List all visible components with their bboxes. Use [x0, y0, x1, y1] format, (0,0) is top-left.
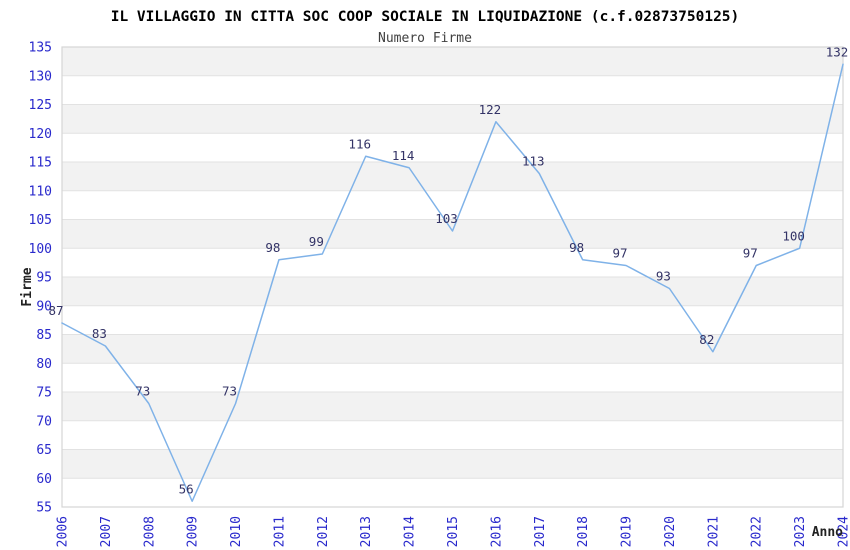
plot-band	[62, 75, 843, 105]
plot-band	[62, 478, 843, 507]
data-label: 103	[435, 211, 458, 226]
x-tick-label: 2020	[663, 516, 678, 547]
data-label: 82	[699, 332, 714, 347]
data-label: 73	[135, 384, 150, 399]
x-tick-label: 2023	[793, 516, 808, 547]
y-tick-label: 110	[29, 184, 52, 199]
y-tick-label: 125	[29, 98, 52, 113]
plot-band	[62, 47, 843, 76]
plot-band	[62, 219, 843, 249]
y-tick-label: 85	[36, 328, 52, 343]
x-tick-label: 2011	[272, 516, 287, 547]
data-label: 113	[522, 154, 545, 169]
plot-border	[61, 46, 844, 508]
plot-band	[62, 133, 843, 162]
plot-band	[62, 449, 843, 479]
y-tick-label: 120	[29, 127, 52, 142]
y-tick-label: 135	[29, 41, 52, 56]
data-label: 83	[92, 326, 107, 341]
plot-band	[62, 190, 843, 220]
y-tick-label: 100	[29, 242, 52, 257]
x-tick-label: 2022	[750, 516, 765, 547]
y-tick-label: 115	[29, 156, 52, 171]
data-label: 93	[656, 269, 671, 284]
data-label: 100	[782, 228, 805, 243]
plot-band	[62, 162, 843, 191]
data-label: 114	[392, 148, 415, 163]
plot-band	[62, 334, 843, 364]
x-tick-label: 2021	[706, 516, 721, 547]
x-tick-label: 2018	[576, 516, 591, 547]
data-label: 97	[743, 246, 758, 261]
x-tick-label: 2009	[186, 516, 201, 547]
plot-band	[62, 363, 843, 392]
chart-subtitle: Numero Firme	[378, 31, 472, 46]
y-tick-label: 70	[36, 414, 52, 429]
y-axis-title: Firme	[20, 267, 35, 306]
x-tick-label: 2013	[359, 516, 374, 547]
data-label: 99	[309, 234, 324, 249]
y-tick-label: 80	[36, 357, 52, 372]
x-tick-label: 2014	[403, 516, 418, 547]
plot-band	[62, 104, 843, 134]
data-label: 122	[479, 102, 502, 117]
plot-band	[62, 420, 843, 450]
chart-title: IL VILLAGGIO IN CITTA SOC COOP SOCIALE I…	[111, 9, 740, 25]
y-tick-label: 130	[29, 69, 52, 84]
x-axis-title: Anno	[812, 525, 843, 540]
data-label: 73	[222, 384, 237, 399]
x-tick-label: 2015	[446, 516, 461, 547]
x-tick-label: 2007	[99, 516, 114, 547]
y-tick-label: 65	[36, 443, 52, 458]
data-label: 97	[613, 246, 628, 261]
y-tick-label: 55	[36, 501, 52, 516]
y-tick-label: 90	[36, 299, 52, 314]
plot-band	[62, 305, 843, 335]
data-label: 87	[48, 303, 63, 318]
data-label: 116	[348, 136, 371, 151]
plot-band	[62, 277, 843, 306]
x-tick-label: 2010	[229, 516, 244, 547]
data-label: 56	[179, 481, 194, 496]
data-label: 132	[826, 44, 849, 59]
x-tick-label: 2008	[142, 516, 157, 547]
y-tick-label: 60	[36, 472, 52, 487]
x-tick-label: 2019	[620, 516, 635, 547]
x-tick-label: 2017	[533, 516, 548, 547]
series-line	[61, 63, 844, 502]
x-tick-label: 2006	[56, 516, 71, 547]
plot-band	[62, 248, 843, 277]
plot-band	[62, 392, 843, 421]
x-tick-label: 2016	[489, 516, 504, 547]
plot-area: 55 60 65 70 75 80 85 90 95 100 105 110 115 120 125 130 1…	[29, 41, 850, 548]
data-label: 98	[569, 240, 584, 255]
y-tick-label: 95	[36, 271, 52, 286]
data-label: 98	[265, 240, 280, 255]
x-tick-label: 2012	[316, 516, 331, 547]
y-tick-label: 105	[29, 213, 52, 228]
x-tick-label: 2024	[837, 516, 850, 547]
y-tick-label: 75	[36, 386, 52, 401]
